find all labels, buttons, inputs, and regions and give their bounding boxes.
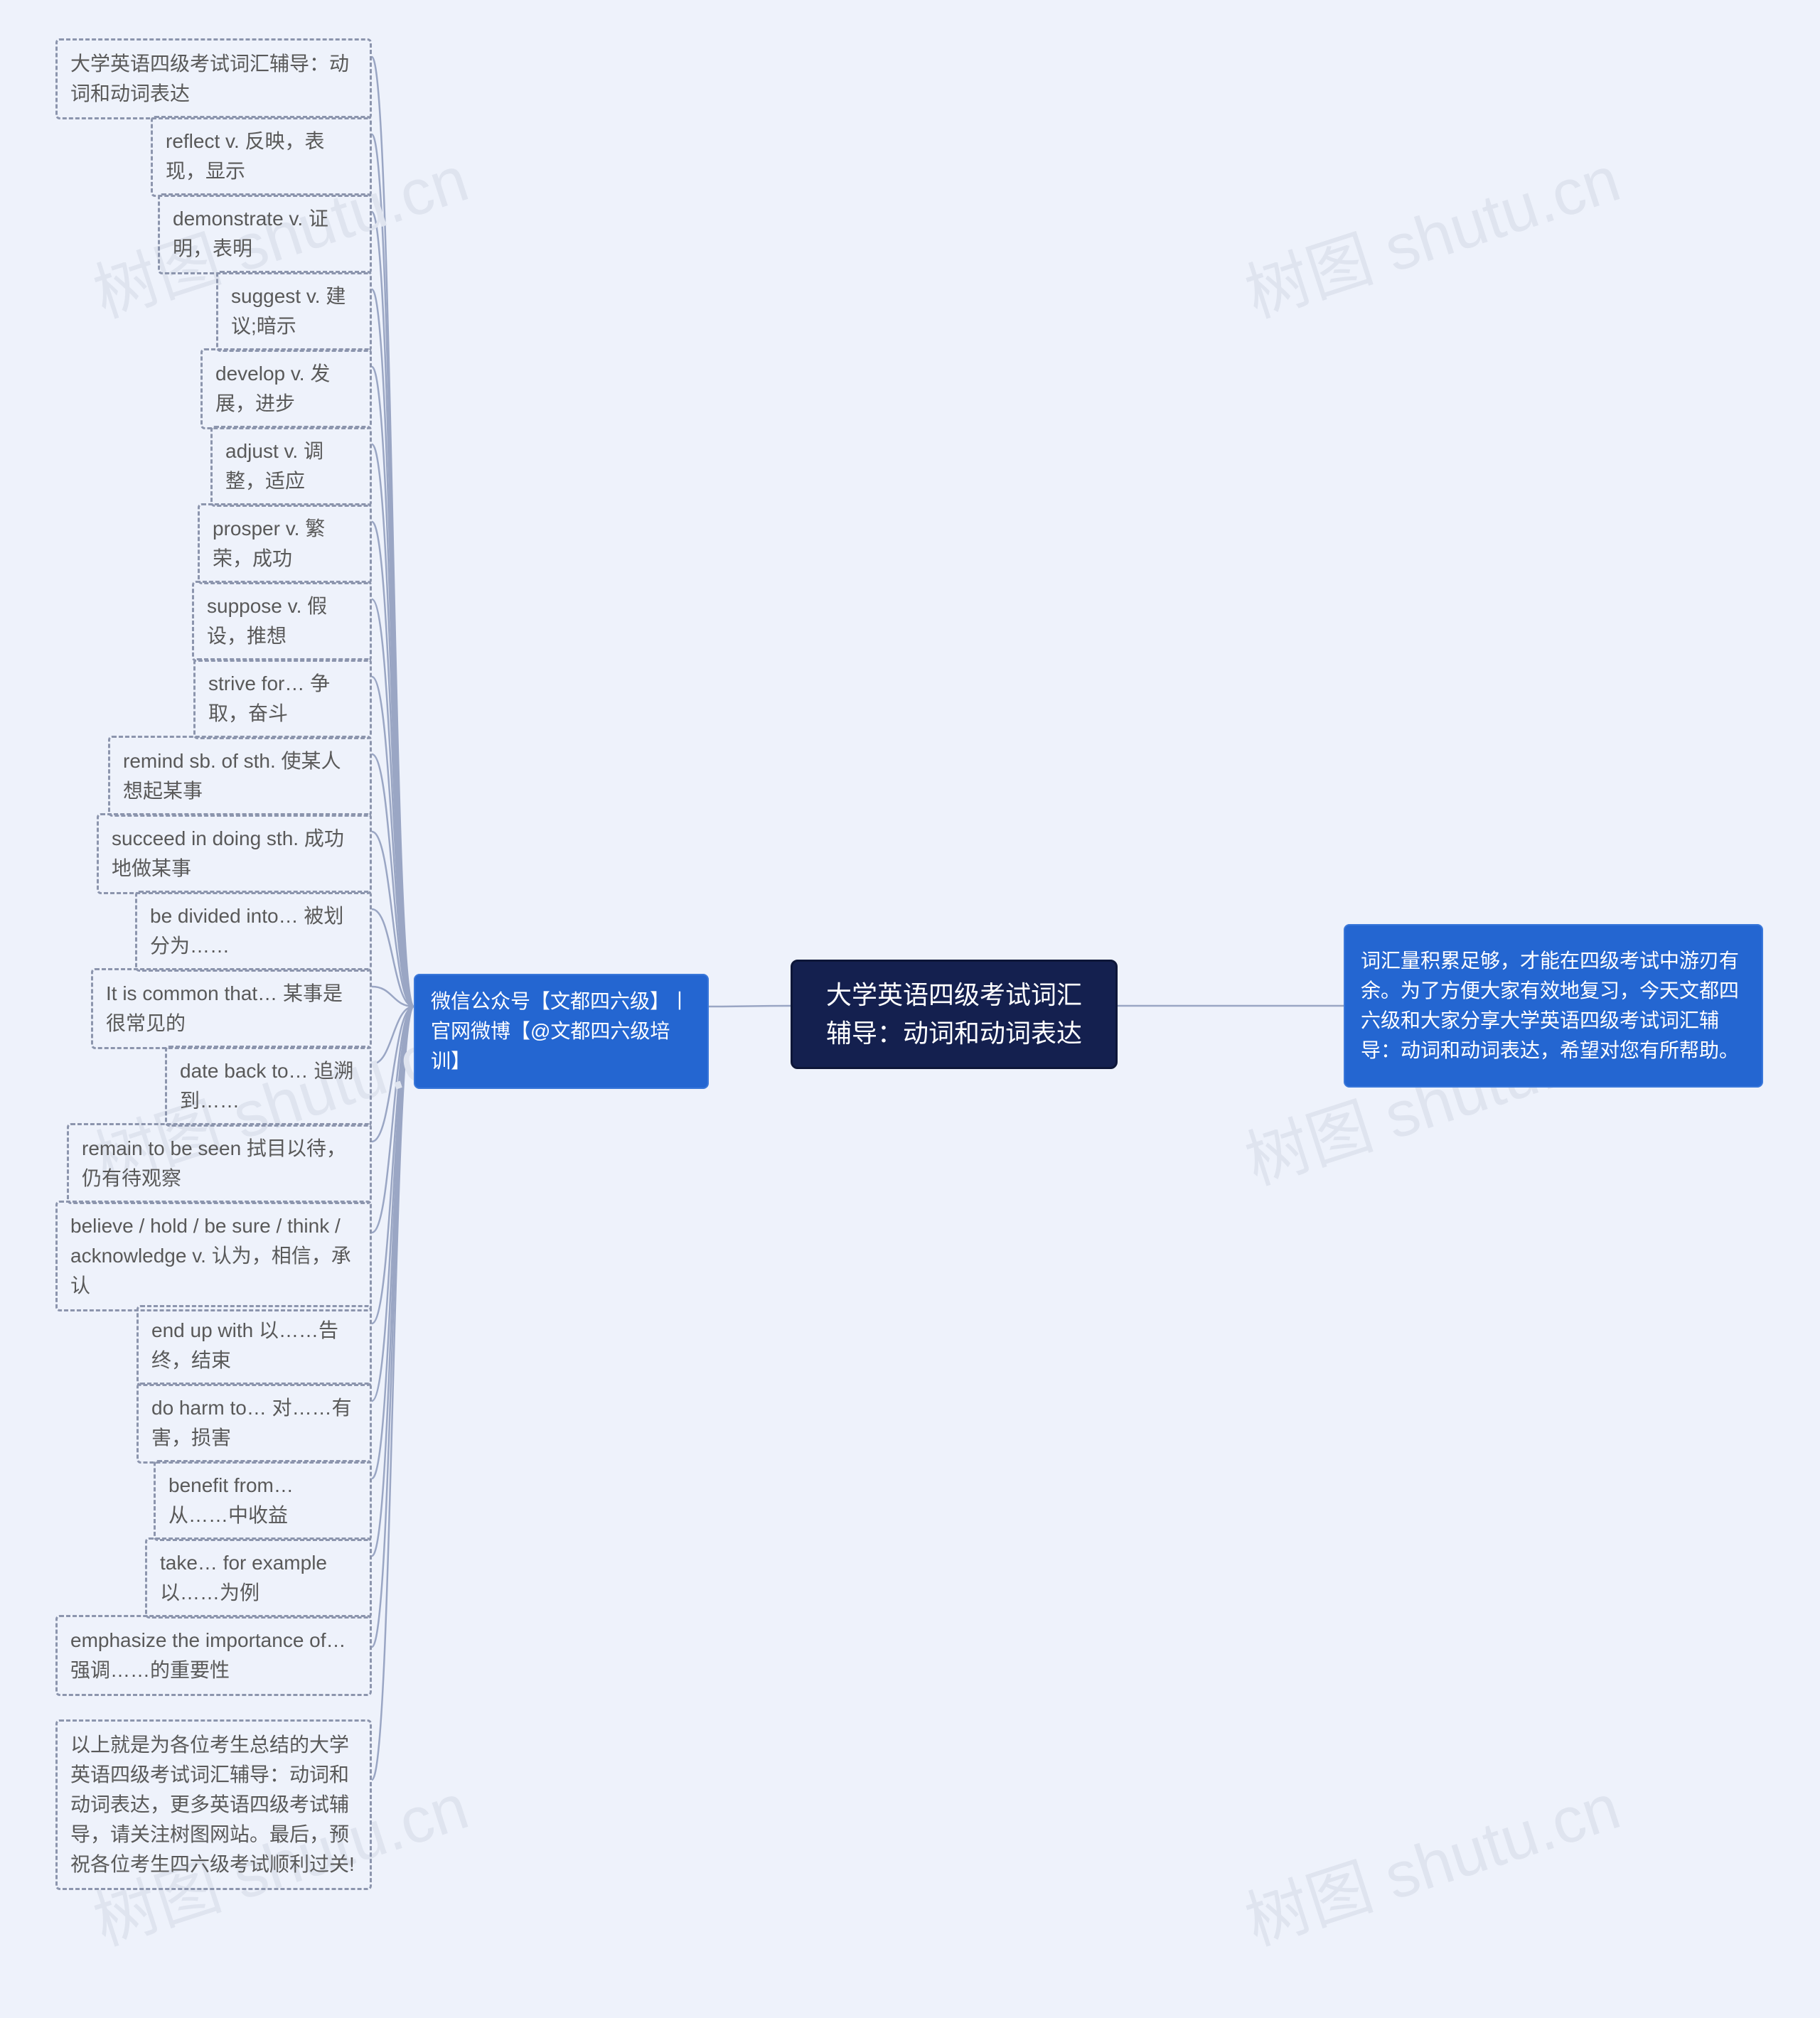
vocab-leaf: demonstrate v. 证明，表明: [158, 193, 372, 274]
intro-node: 词汇量积累足够，才能在四级考试中游刃有余。为了方便大家有效地复习，今天文都四六级…: [1344, 924, 1763, 1088]
vocab-leaf: strive for… 争取，奋斗: [193, 658, 372, 739]
mindmap-root: 大学英语四级考试词汇辅导：动词和动词表达: [791, 960, 1118, 1069]
vocab-leaf: date back to… 追溯到……: [165, 1046, 372, 1127]
vocab-leaf: end up with 以……告终，结束: [136, 1305, 372, 1386]
watermark: 树图 shutu.cn: [1232, 127, 1629, 335]
vocab-leaf: adjust v. 调整，适应: [210, 426, 372, 507]
watermark: 树图 shutu.cn: [1232, 1755, 1629, 1963]
vocab-leaf: benefit from… 从……中收益: [154, 1460, 372, 1541]
vocab-leaf: be divided into… 被划分为……: [135, 891, 372, 972]
vocab-leaf: prosper v. 繁荣，成功: [198, 503, 372, 584]
vocab-leaf: do harm to… 对……有害，损害: [136, 1383, 372, 1464]
vocab-leaf: emphasize the importance of… 强调……的重要性: [55, 1615, 372, 1696]
vocab-leaf: reflect v. 反映，表现，显示: [151, 116, 372, 197]
vocab-leaf: suggest v. 建议;暗示: [216, 271, 372, 352]
vocab-leaf: 大学英语四级考试词汇辅导：动词和动词表达: [55, 38, 372, 119]
vocab-leaf: remind sb. of sth. 使某人想起某事: [108, 736, 372, 817]
vocab-leaf: 以上就是为各位考生总结的大学英语四级考试词汇辅导：动词和动词表达，更多英语四级考…: [55, 1719, 372, 1890]
vocab-leaf: develop v. 发展，进步: [200, 348, 372, 429]
vocab-leaf: succeed in doing sth. 成功地做某事: [97, 813, 372, 894]
left-hub-node: 微信公众号【文都四六级】丨官网微博【@文都四六级培训】: [414, 974, 709, 1089]
vocab-leaf: remain to be seen 拭目以待，仍有待观察: [67, 1123, 372, 1204]
vocab-leaf: believe / hold / be sure / think / ackno…: [55, 1201, 372, 1311]
vocab-leaf: It is common that… 某事是很常见的: [91, 968, 372, 1049]
vocab-leaf: suppose v. 假设，推想: [192, 581, 372, 662]
vocab-leaf: take… for example 以……为例: [145, 1537, 372, 1619]
